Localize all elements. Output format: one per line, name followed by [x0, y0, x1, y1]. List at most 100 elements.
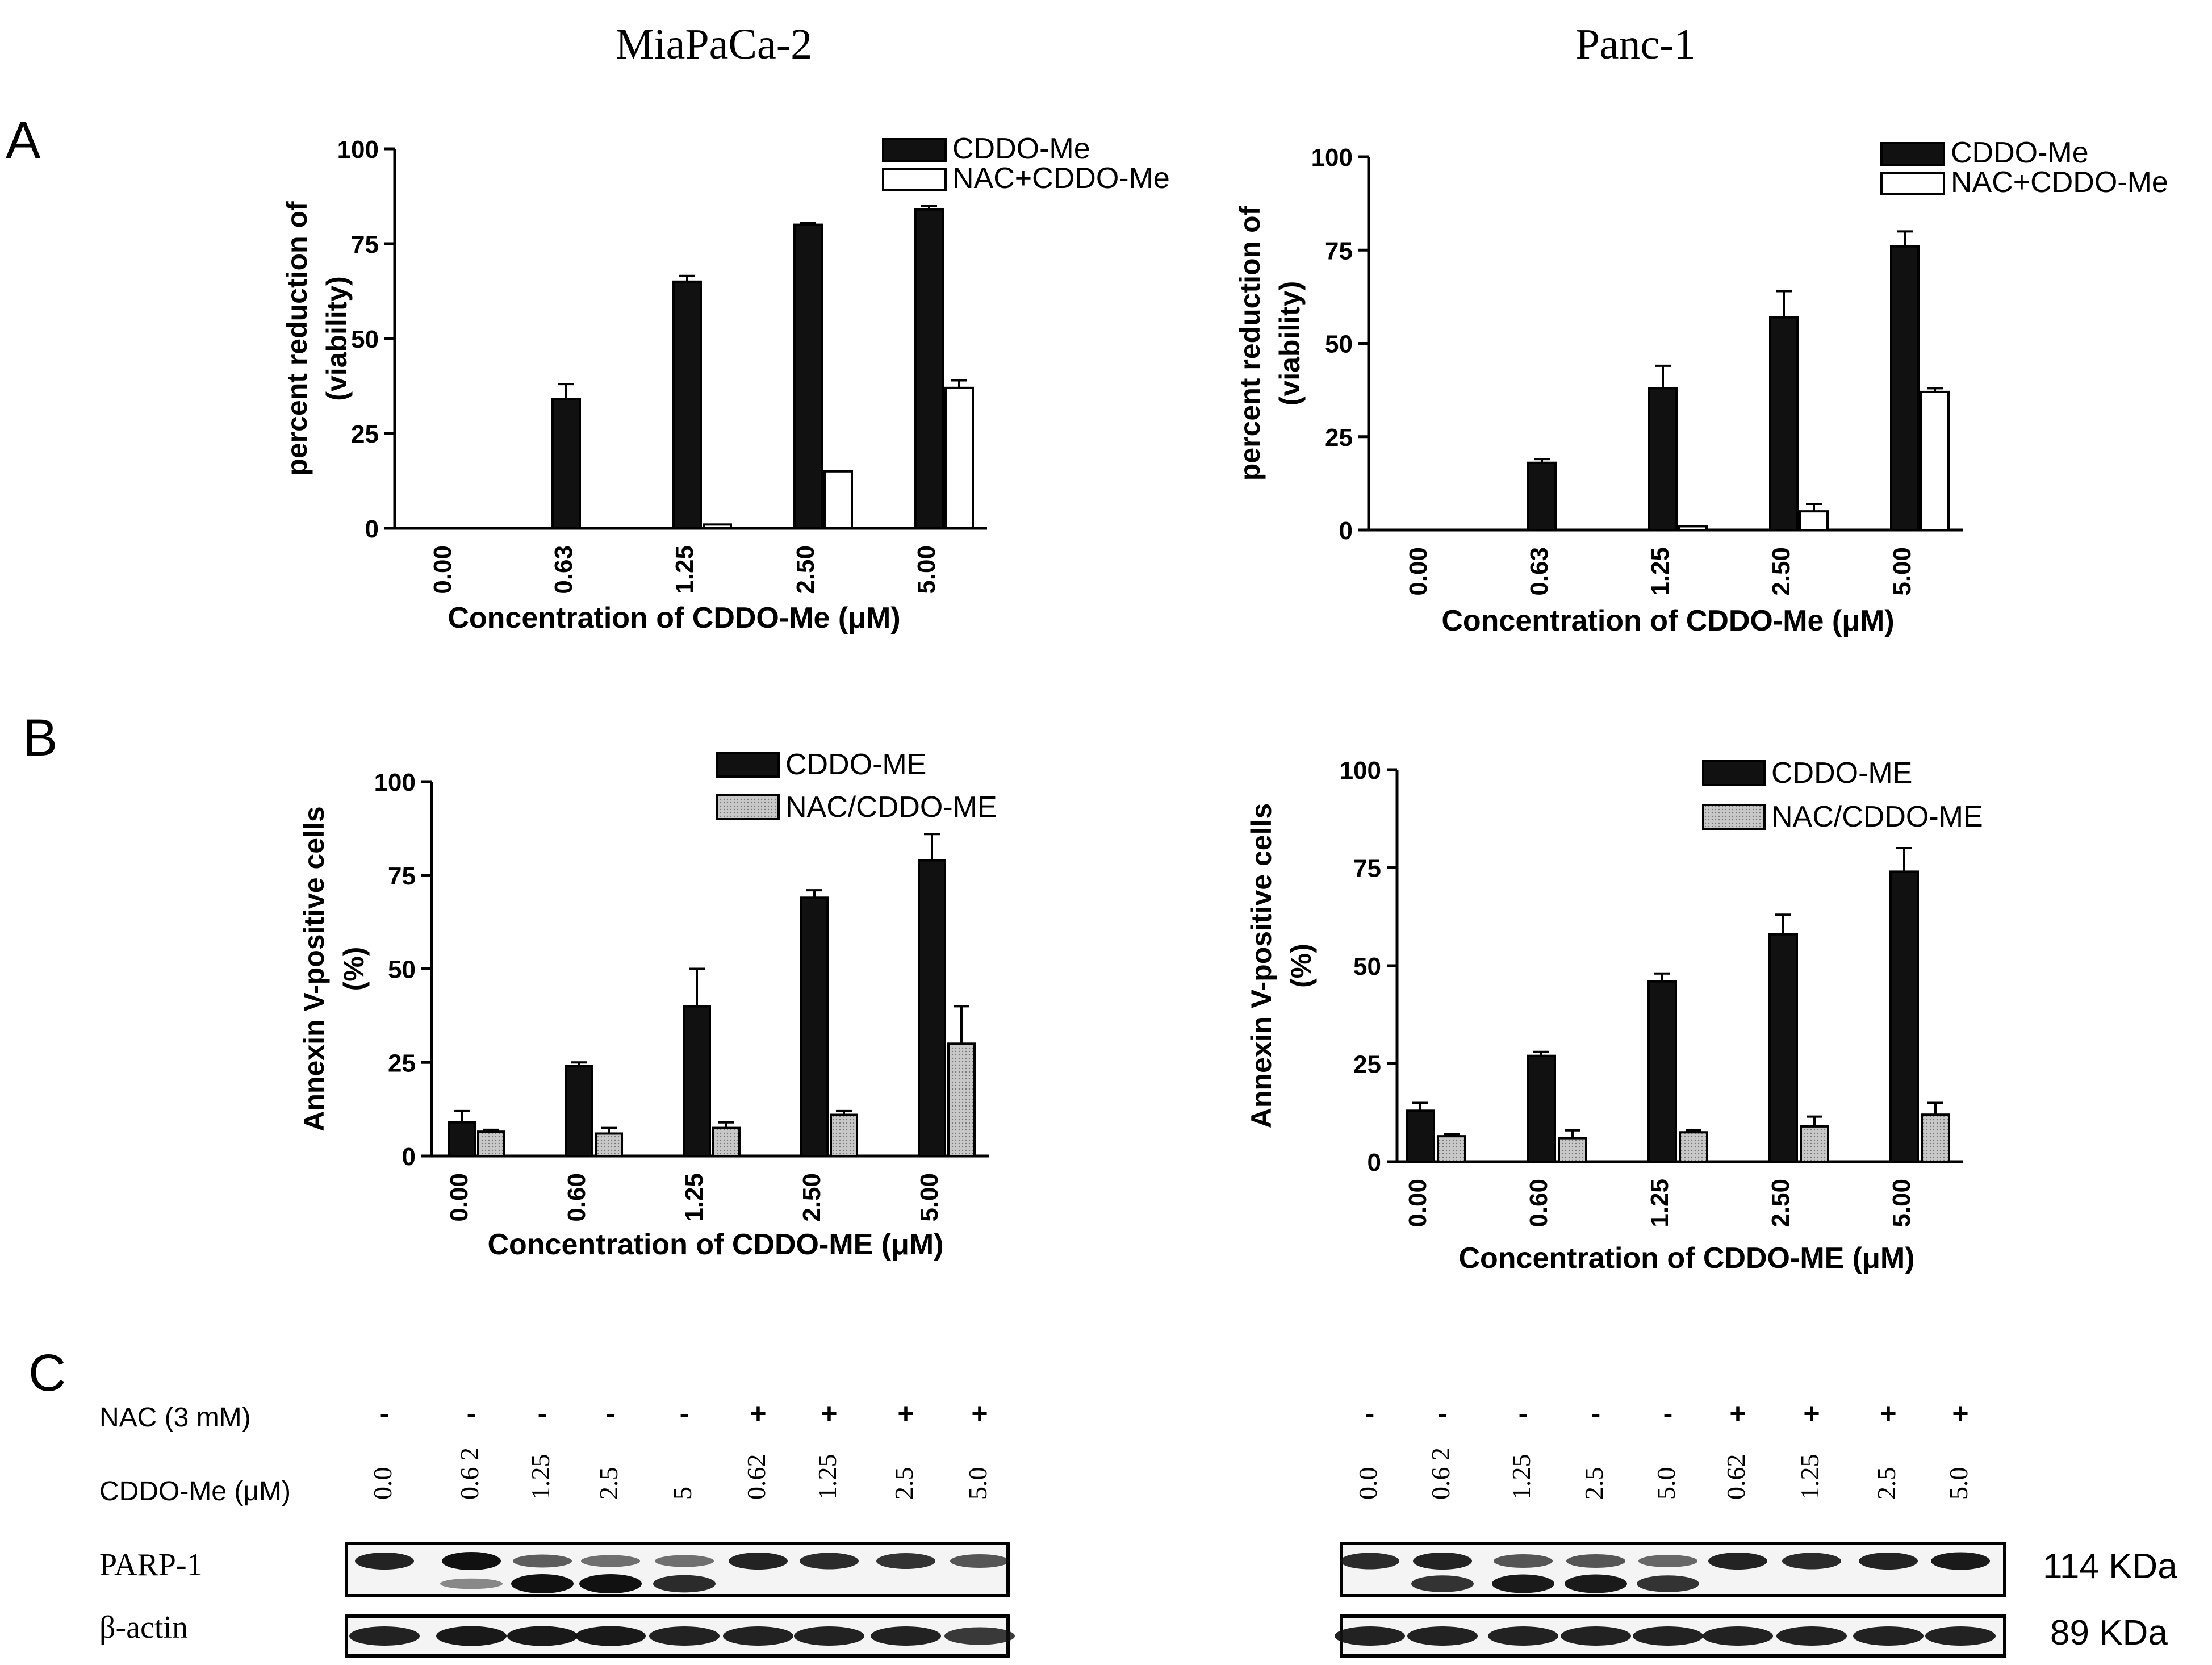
x-tick-label: 0.60	[563, 1173, 591, 1222]
actin-band	[575, 1626, 646, 1646]
x-tick-label: 0.00	[1404, 547, 1432, 596]
y-axis-label: percent reduction of	[281, 201, 313, 476]
legend-label: NAC+CDDO-Me	[1951, 166, 2168, 199]
y-tick-label: 100	[337, 136, 379, 164]
parp-band-full	[655, 1555, 714, 1567]
legend-label: CDDO-ME	[785, 748, 926, 781]
nac-sign: -	[1663, 1397, 1673, 1429]
y-axis-label: percent reduction of	[1234, 206, 1266, 481]
x-tick-label: 5.00	[1888, 1179, 1916, 1228]
parp-band-full	[876, 1553, 935, 1569]
x-axis-label: Concentration of CDDO-Me (μM)	[1441, 604, 1894, 637]
actin-band	[1488, 1626, 1558, 1646]
parp-band-cleaved	[1411, 1575, 1474, 1592]
y-axis-label: (%)	[338, 947, 370, 991]
x-axis-label: Concentration of CDDO-Me (μM)	[448, 602, 900, 635]
parp-band-full	[1494, 1554, 1553, 1568]
actin-band	[1925, 1626, 1996, 1646]
x-tick-label: 0.00	[1404, 1179, 1432, 1228]
bar-gray-1.25	[1679, 1131, 1708, 1163]
parp-band-cleaved	[1492, 1574, 1554, 1593]
y-axis-label: (viability)	[321, 276, 353, 400]
parp-band-full	[355, 1553, 414, 1570]
x-tick-label: 1.25	[1646, 1179, 1674, 1228]
y-axis-label: Annexin V-positive cells	[298, 806, 330, 1131]
legend-swatch	[882, 138, 947, 162]
bar-black-2.50	[1768, 933, 1798, 1163]
cddo-dose-label: 1.25	[1795, 1454, 1824, 1500]
chart-a-panc: 0 25 50 75 100 percent reduction of (viability…	[1234, 136, 2168, 637]
x-tick-label: 2.50	[1767, 547, 1795, 596]
y-tick-label: 75	[1325, 237, 1353, 265]
actin-band	[1561, 1626, 1631, 1646]
y-tick-label: 0	[1368, 1149, 1381, 1176]
parp-band-full	[950, 1554, 1009, 1568]
cddo-dose-label: 0.6 2	[455, 1447, 484, 1500]
parp-band-full	[513, 1554, 572, 1568]
y-tick-label: 50	[351, 326, 379, 353]
cddo-dose-label: 1.25	[1507, 1454, 1536, 1500]
y-tick-label: 0	[1339, 517, 1353, 545]
legend-label: NAC+CDDO-Me	[952, 162, 1170, 195]
nac-sign: +	[971, 1397, 988, 1429]
y-axis-label: Annexin V-positive cells	[1245, 803, 1277, 1128]
cddo-dose-label: 5.0	[963, 1467, 992, 1500]
bar-black-5.00	[1889, 870, 1919, 1163]
y-tick-label: 25	[1325, 424, 1353, 452]
western-blot-panc: - - - - - + + + +0.0 0.6 2 1.25 2.5 5.0 0.62 1.25 2.5 5.…	[1335, 1397, 2006, 1658]
bar-black-1.25	[683, 1005, 711, 1158]
x-axis-label: Concentration of CDDO-ME (μM)	[487, 1228, 943, 1261]
bar-black-0.60	[565, 1065, 593, 1157]
cddo-dose-label: 5.0	[1944, 1467, 1973, 1500]
bar-black-0.00	[1406, 1109, 1435, 1163]
nac-sign: +	[1880, 1397, 1896, 1429]
blot-label-actin: β-actin	[99, 1610, 188, 1645]
parp-band-full	[1638, 1555, 1697, 1567]
legend-swatch	[1880, 172, 1945, 195]
bar-gray-5.00	[1921, 1113, 1950, 1163]
y-axis-label: (viability)	[1274, 281, 1306, 406]
y-tick-label: 75	[351, 231, 379, 258]
bar-gray-0.00	[1437, 1135, 1466, 1163]
y-tick-label: 75	[388, 862, 416, 890]
parp-band-cleaved	[440, 1578, 503, 1589]
bar-open-2.50	[823, 470, 853, 529]
parp-band-cleaved	[511, 1574, 574, 1593]
y-tick-label: 50	[1325, 331, 1353, 358]
bar-black-5.00	[914, 208, 944, 529]
nac-sign: -	[538, 1397, 547, 1429]
blot-label-cddo: CDDO-Me (μM)	[99, 1476, 291, 1507]
bar-gray-0.00	[477, 1130, 505, 1158]
bar-black-1.25	[672, 280, 702, 529]
bar-gray-1.25	[712, 1126, 741, 1157]
x-axis-label: Concentration of CDDO-ME (μM)	[1458, 1242, 1914, 1275]
nac-sign: -	[1519, 1397, 1528, 1429]
nac-sign: -	[1591, 1397, 1601, 1429]
nac-sign: -	[467, 1397, 476, 1429]
cddo-dose-label: 1.25	[813, 1454, 842, 1500]
nac-sign: +	[1803, 1397, 1820, 1429]
x-tick-label: 5.00	[1888, 547, 1916, 596]
column-title-panc: Panc-1	[1575, 20, 1695, 68]
x-tick-label: 2.50	[792, 545, 819, 594]
column-title-miapaca: MiaPaCa-2	[616, 20, 812, 68]
cddo-dose-label: 0.62	[742, 1454, 771, 1500]
legend-swatch	[1702, 804, 1766, 830]
cddo-dose-label: 0.6 2	[1426, 1447, 1455, 1500]
actin-band	[1853, 1626, 1924, 1646]
y-tick-label: 25	[1353, 1051, 1381, 1079]
parp-band-full	[729, 1553, 788, 1570]
bar-gray-0.60	[1558, 1137, 1587, 1163]
legend-label: NAC/CDDO-ME	[785, 791, 997, 824]
bar-black-0.60	[1527, 1054, 1556, 1163]
blot-label-parp: PARP-1	[99, 1547, 203, 1583]
nac-sign: +	[750, 1397, 766, 1429]
parp-size-label: 114 KDa	[2043, 1547, 2177, 1586]
parp-band-cleaved	[1565, 1574, 1627, 1593]
bar-black-0.00	[448, 1121, 476, 1157]
bar-open-5.00	[944, 386, 974, 530]
parp-band-cleaved	[1637, 1575, 1699, 1592]
parp-band-full	[442, 1552, 501, 1570]
blot-label-nac: NAC (3 mM)	[99, 1403, 251, 1433]
